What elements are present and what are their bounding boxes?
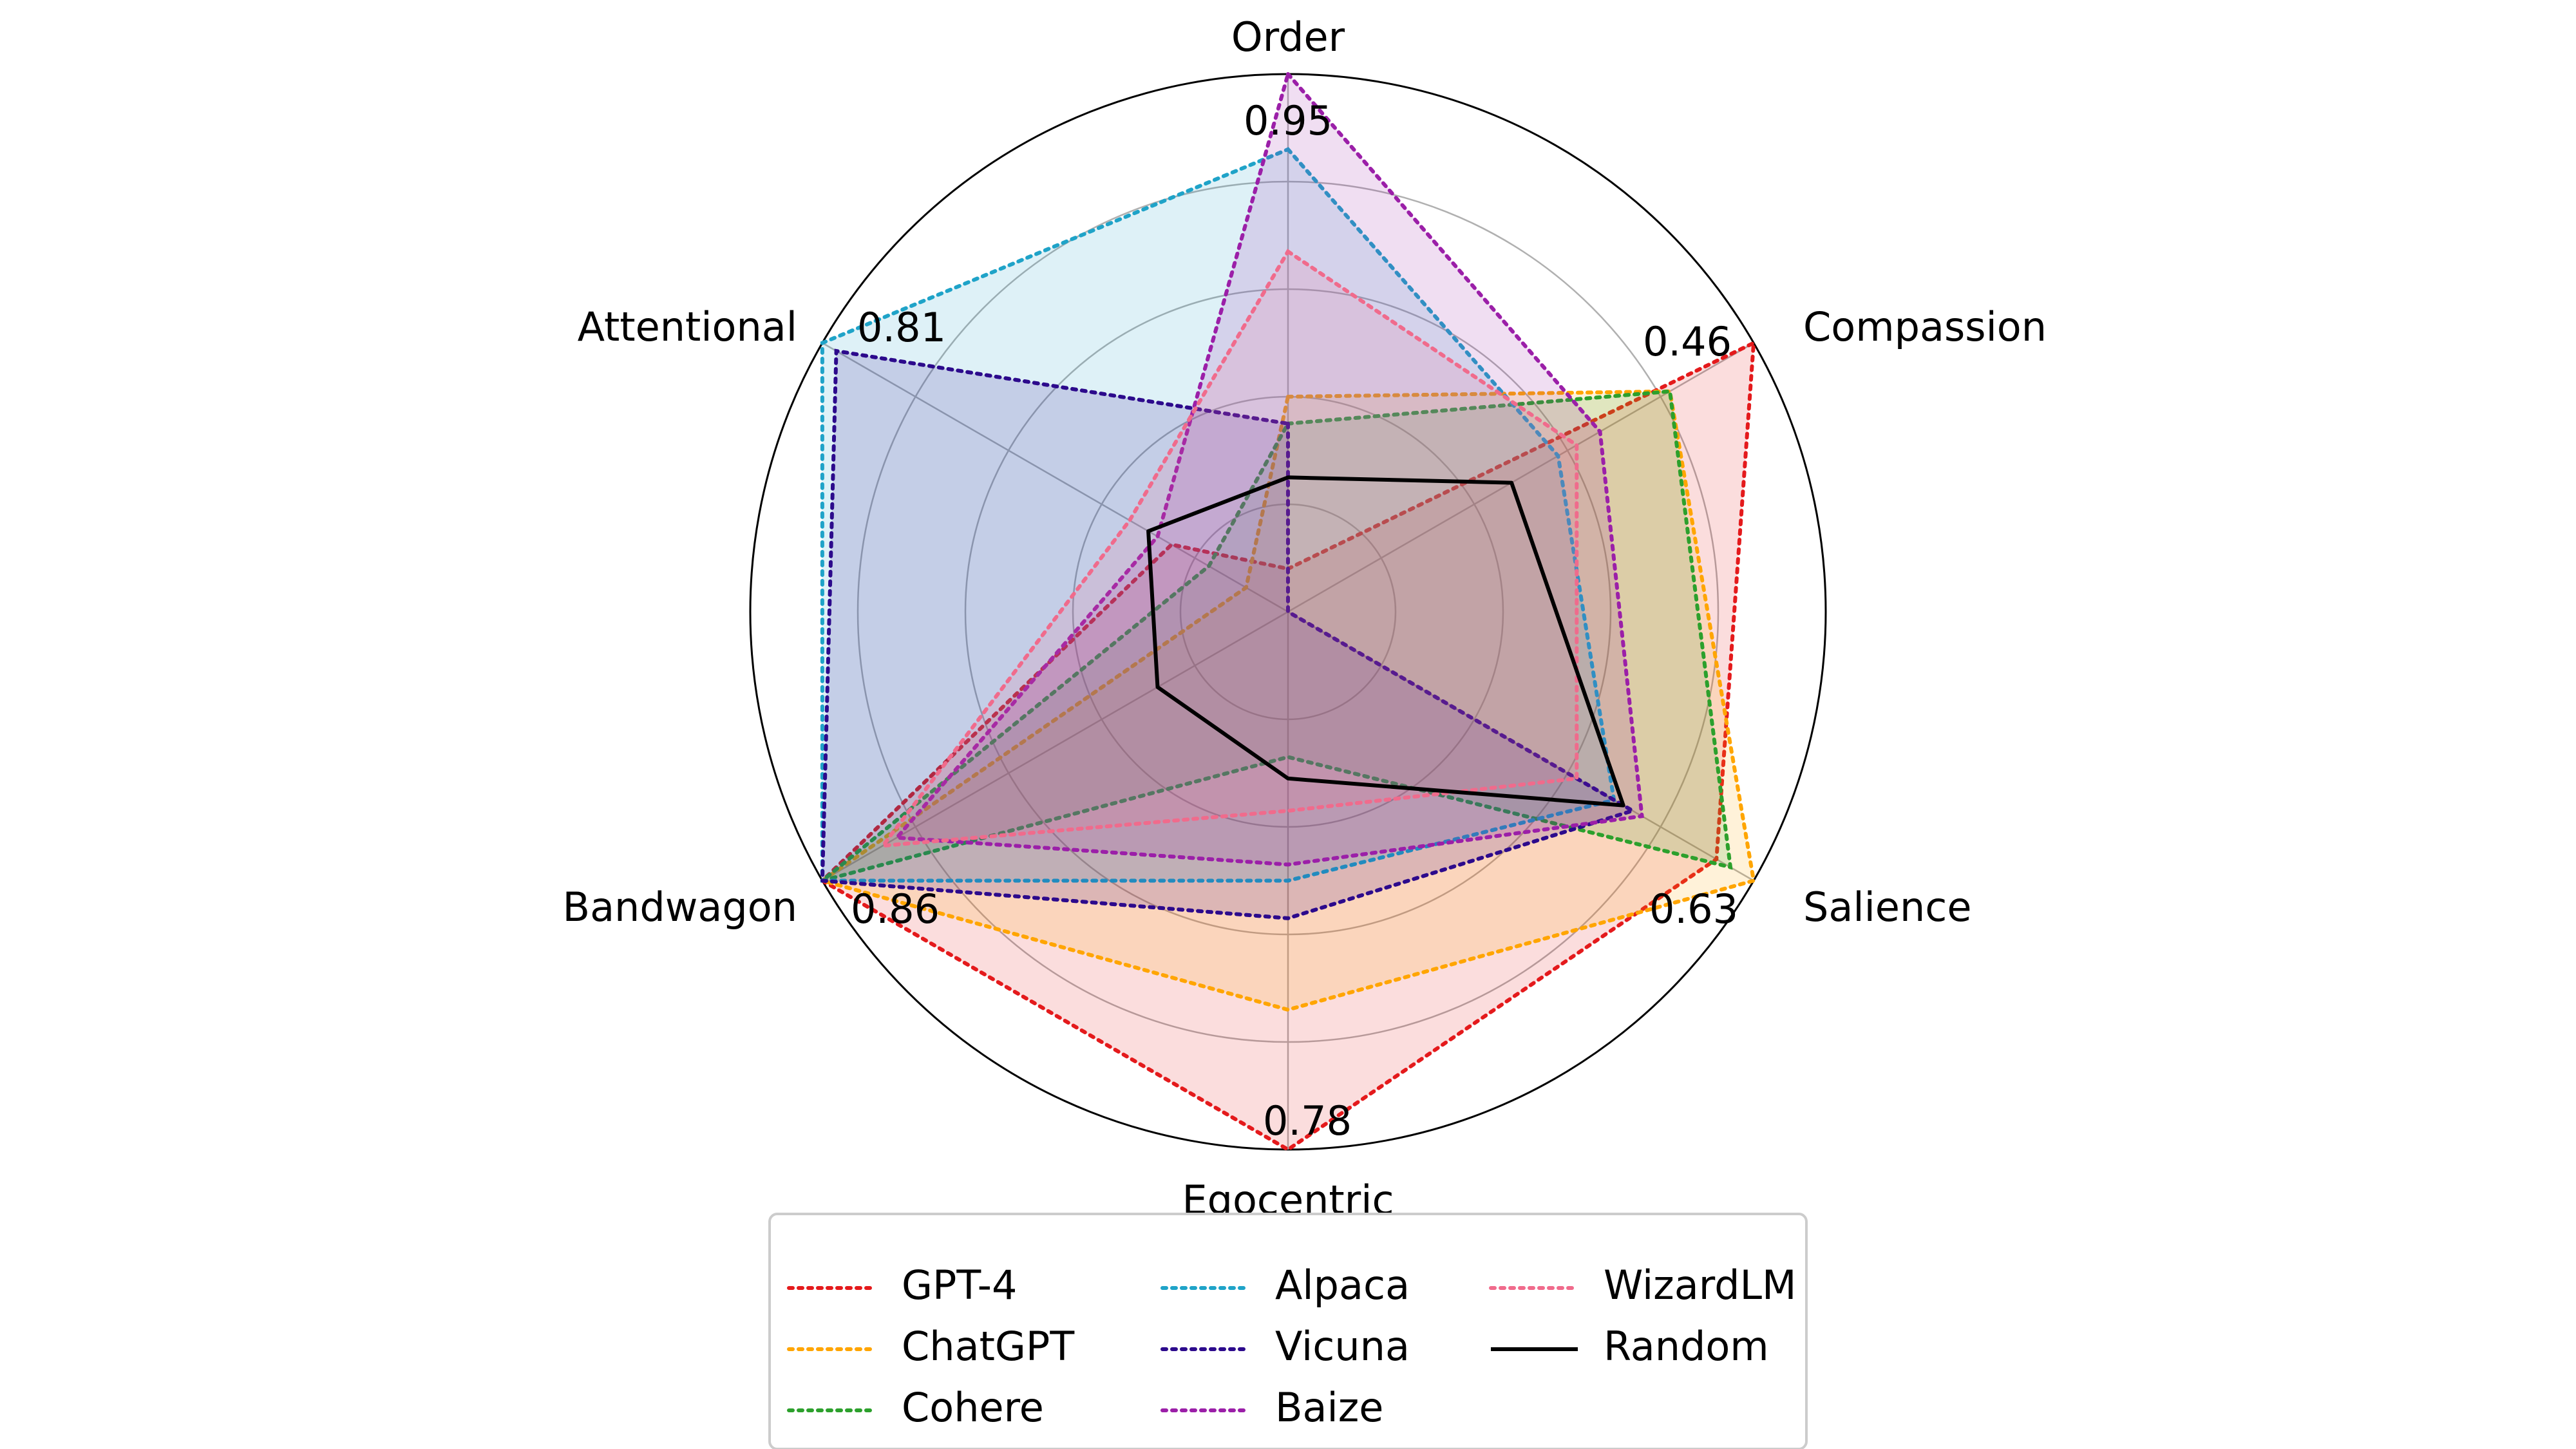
- legend-item-gpt-4: GPT-4: [787, 1262, 1017, 1309]
- spoke-compassion: [1287, 342, 1754, 613]
- max-value-label-order: 0.95: [1244, 97, 1332, 144]
- series-cohere: [821, 389, 1733, 883]
- legend-label-chatgpt: ChatGPT: [902, 1323, 1075, 1370]
- max-value-label-egocentric: 0.78: [1263, 1097, 1352, 1144]
- legend: GPT-4 ChatGPT Cohere Alpaca Vicuna Baize Wizar…: [768, 1213, 1808, 1449]
- series-gpt-4: [819, 339, 1756, 1152]
- max-value-label-compassion: 0.46: [1643, 318, 1732, 365]
- legend-label-cohere: Cohere: [902, 1384, 1044, 1431]
- max-value-label-bandwagon: 0.86: [851, 886, 940, 933]
- max-value-label-salience: 0.63: [1649, 886, 1738, 933]
- legend-label-gpt-4: GPT-4: [902, 1262, 1017, 1309]
- legend-item-alpaca: Alpaca: [1160, 1262, 1410, 1309]
- axis-label-compassion: Compassion: [1803, 303, 2047, 350]
- legend-label-vicuna: Vicuna: [1275, 1323, 1410, 1370]
- axis-label-order: Order: [1231, 14, 1345, 61]
- legend-label-random: Random: [1604, 1323, 1769, 1370]
- legend-frame: [768, 1213, 1808, 1449]
- legend-label-baize: Baize: [1275, 1384, 1383, 1431]
- legend-label-wizardlm: WizardLM: [1604, 1262, 1797, 1309]
- legend-item-vicuna: Vicuna: [1160, 1323, 1410, 1370]
- series-chatgpt: [817, 389, 1756, 1012]
- legend-label-alpaca: Alpaca: [1275, 1262, 1410, 1309]
- legend-item-cohere: Cohere: [787, 1384, 1044, 1431]
- radar-series: [817, 70, 1756, 1152]
- legend-item-random: Random: [1491, 1323, 1769, 1370]
- legend-item-chatgpt: ChatGPT: [787, 1323, 1075, 1370]
- legend-item-baize: Baize: [1160, 1384, 1383, 1431]
- series-random: [1146, 475, 1625, 808]
- axis-label-bandwagon: Bandwagon: [563, 884, 797, 931]
- series-baize: [893, 70, 1644, 867]
- series-wizardlm: [878, 249, 1579, 848]
- legend-item-wizardlm: WizardLM: [1489, 1262, 1797, 1309]
- max-value-label-attentional: 0.81: [857, 304, 946, 351]
- series-vicuna: [820, 348, 1638, 920]
- axis-label-attentional: Attentional: [578, 303, 797, 350]
- axis-label-salience: Salience: [1803, 884, 1971, 931]
- legend-items: GPT-4 ChatGPT Cohere Alpaca Vicuna Baize Wizar…: [787, 1262, 1797, 1431]
